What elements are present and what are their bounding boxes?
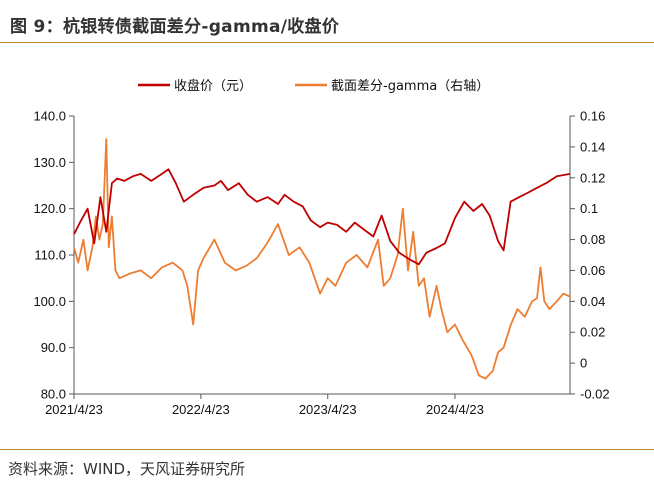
y-right-tick-label: 0.16 xyxy=(580,109,605,124)
y-right-tick-label: 0.04 xyxy=(580,294,605,309)
y-right-tick-label: -0.02 xyxy=(580,387,610,402)
series-layer xyxy=(73,138,571,380)
y-right-tick-label: 0.06 xyxy=(580,263,605,278)
footer-rule xyxy=(0,449,654,450)
y-right-tick-label: 0.02 xyxy=(580,325,605,340)
y-left-tick-label: 110.0 xyxy=(34,248,66,263)
y-left-tick-label: 120.0 xyxy=(33,201,66,216)
y-right-tick-label: 0.12 xyxy=(580,170,605,185)
y-right-tick-label: 0 xyxy=(580,356,587,371)
y-left-tick-label: 100.0 xyxy=(33,294,66,309)
y-left-tick-label: 140.0 xyxy=(33,109,66,124)
x-tick-label: 2021/4/23 xyxy=(45,402,103,417)
chart-axes: 140.0 130.0 120.0 110.0 100.0 90.0 80.0 0.16 0.1… xyxy=(33,109,609,418)
series-line-gamma xyxy=(73,138,571,380)
y-left-tick-label: 130.0 xyxy=(33,155,66,170)
chart-legend: 收盘价（元） 截面差分-gamma（右轴） xyxy=(138,78,489,94)
x-tick-label: 2023/4/23 xyxy=(299,402,357,417)
y-right-tick-label: 0.08 xyxy=(580,232,605,247)
x-tick-label: 2022/4/23 xyxy=(172,402,230,417)
y-right-tick-label: 0.14 xyxy=(580,139,605,154)
series-line-close xyxy=(73,168,571,266)
source-note: 资料来源：WIND，天风证券研究所 xyxy=(8,460,246,478)
x-tick-label: 2024/4/23 xyxy=(426,402,484,417)
legend-label-gamma: 截面差分-gamma（右轴） xyxy=(331,79,489,94)
figure-title: 图 9：杭银转债截面差分-gamma/收盘价 xyxy=(10,17,340,37)
y-right-tick-label: 0.1 xyxy=(580,201,598,216)
title-rule xyxy=(0,42,654,43)
y-left-tick-label: 90.0 xyxy=(41,340,66,355)
y-left-tick-label: 80.0 xyxy=(41,387,66,402)
legend-label-close: 收盘价（元） xyxy=(174,78,252,94)
